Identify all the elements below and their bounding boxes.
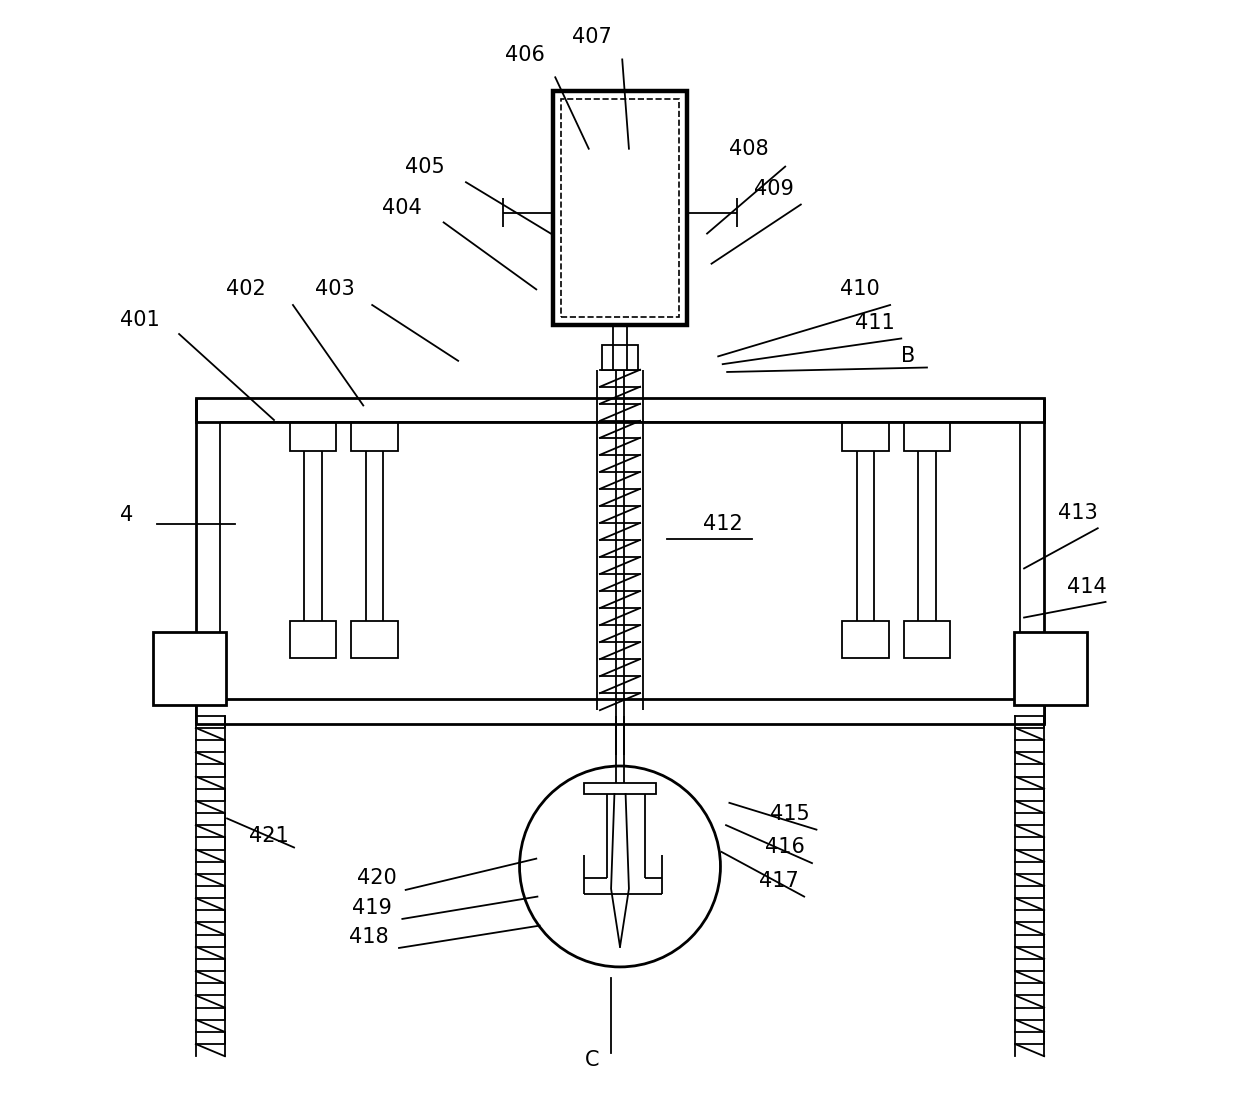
- Bar: [351, 423, 398, 451]
- Text: 419: 419: [352, 897, 392, 918]
- Text: 401: 401: [120, 310, 160, 329]
- Text: 405: 405: [404, 157, 444, 177]
- Text: 409: 409: [754, 179, 794, 199]
- Text: 403: 403: [315, 280, 355, 300]
- Text: B: B: [901, 347, 915, 366]
- Text: 420: 420: [357, 867, 397, 887]
- Text: 414: 414: [1066, 577, 1106, 598]
- Bar: [584, 783, 656, 793]
- Bar: [1014, 632, 1086, 705]
- Text: 416: 416: [765, 837, 805, 857]
- Bar: [553, 91, 687, 326]
- Text: 412: 412: [703, 514, 743, 534]
- Bar: [196, 397, 1044, 422]
- Bar: [290, 621, 336, 658]
- Text: 4: 4: [120, 505, 133, 525]
- Bar: [842, 423, 889, 451]
- Text: 408: 408: [729, 139, 768, 159]
- Bar: [351, 621, 398, 658]
- Text: 404: 404: [382, 198, 422, 218]
- Text: 413: 413: [1058, 502, 1097, 523]
- Text: 415: 415: [770, 803, 810, 824]
- Text: 407: 407: [572, 27, 613, 47]
- Bar: [560, 98, 680, 318]
- Text: 410: 410: [841, 280, 880, 300]
- Bar: [842, 621, 889, 658]
- Text: 421: 421: [248, 826, 288, 846]
- Text: 411: 411: [854, 313, 894, 332]
- Bar: [154, 632, 226, 705]
- Text: 418: 418: [348, 927, 388, 947]
- Text: 406: 406: [505, 45, 546, 65]
- Text: 417: 417: [759, 871, 799, 891]
- Bar: [290, 423, 336, 451]
- Text: 402: 402: [226, 280, 265, 300]
- Text: C: C: [585, 1050, 599, 1070]
- Bar: [603, 345, 637, 369]
- Bar: [904, 621, 950, 658]
- Bar: [904, 423, 950, 451]
- Bar: [196, 699, 1044, 724]
